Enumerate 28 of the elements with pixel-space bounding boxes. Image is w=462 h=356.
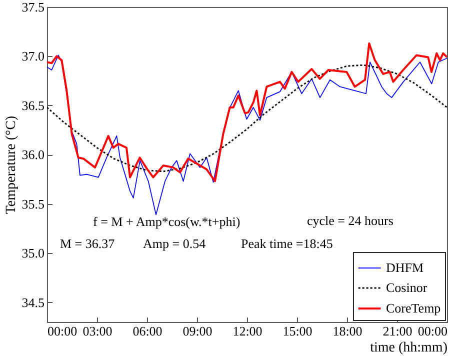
annotation: Amp = 0.54 <box>143 236 206 251</box>
y-tick-label: 35.5 <box>22 196 44 212</box>
x-axis-title: time (hh:mm) <box>370 340 448 356</box>
y-tick-label: 36.5 <box>22 98 44 113</box>
y-tick-label: 37.5 <box>22 0 44 14</box>
x-tick-label: 21:00 <box>382 324 412 338</box>
annotation: f = M + Amp*cos(w.*t+phi) <box>93 214 240 229</box>
x-tick-label: 06:00 <box>132 324 162 338</box>
x-tick-label: 00:00 <box>48 324 78 338</box>
line-series <box>47 64 447 172</box>
line-series <box>47 42 447 182</box>
annotation: M = 36.37 <box>60 236 116 251</box>
legend-label: CoreTemp <box>386 300 441 316</box>
y-tick-label: 36.0 <box>22 147 44 162</box>
y-tick-label: 37.0 <box>22 48 44 64</box>
x-tick-label: 15:00 <box>282 324 312 338</box>
x-tick-label: 18:00 <box>332 324 362 338</box>
x-tick-label: 00:00 <box>418 324 448 338</box>
y-tick-label: 34.5 <box>22 294 44 310</box>
legend-label: Cosinor <box>386 280 428 295</box>
legend-label: DHFM <box>386 260 424 275</box>
x-tick-label: 12:00 <box>232 324 262 338</box>
y-tick-label: 35.0 <box>22 246 44 261</box>
x-tick-label: 03:00 <box>82 324 112 338</box>
annotation: Peak time =18:45 <box>241 236 333 251</box>
annotation: cycle = 24 hours <box>307 213 394 228</box>
y-axis-title: Temperature (°C) <box>4 116 19 214</box>
x-tick-label: 09:00 <box>182 324 212 338</box>
